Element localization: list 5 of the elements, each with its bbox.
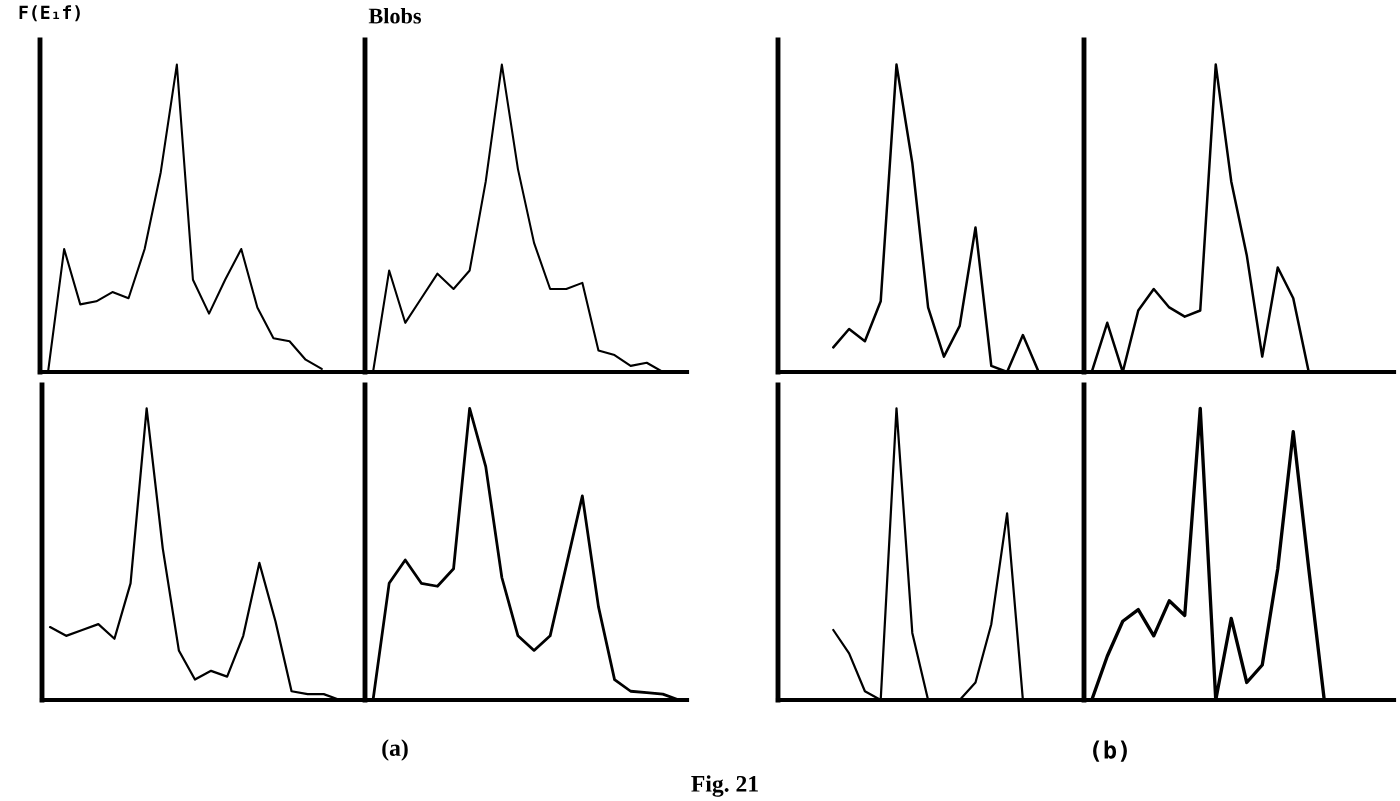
y-axis-title: F(E₁f) [19, 5, 80, 22]
text: (b) [1093, 740, 1127, 762]
chart-title: Blobs [368, 7, 422, 24]
caption: Fig. 21 [691, 775, 758, 797]
text: (a) [382, 739, 408, 761]
